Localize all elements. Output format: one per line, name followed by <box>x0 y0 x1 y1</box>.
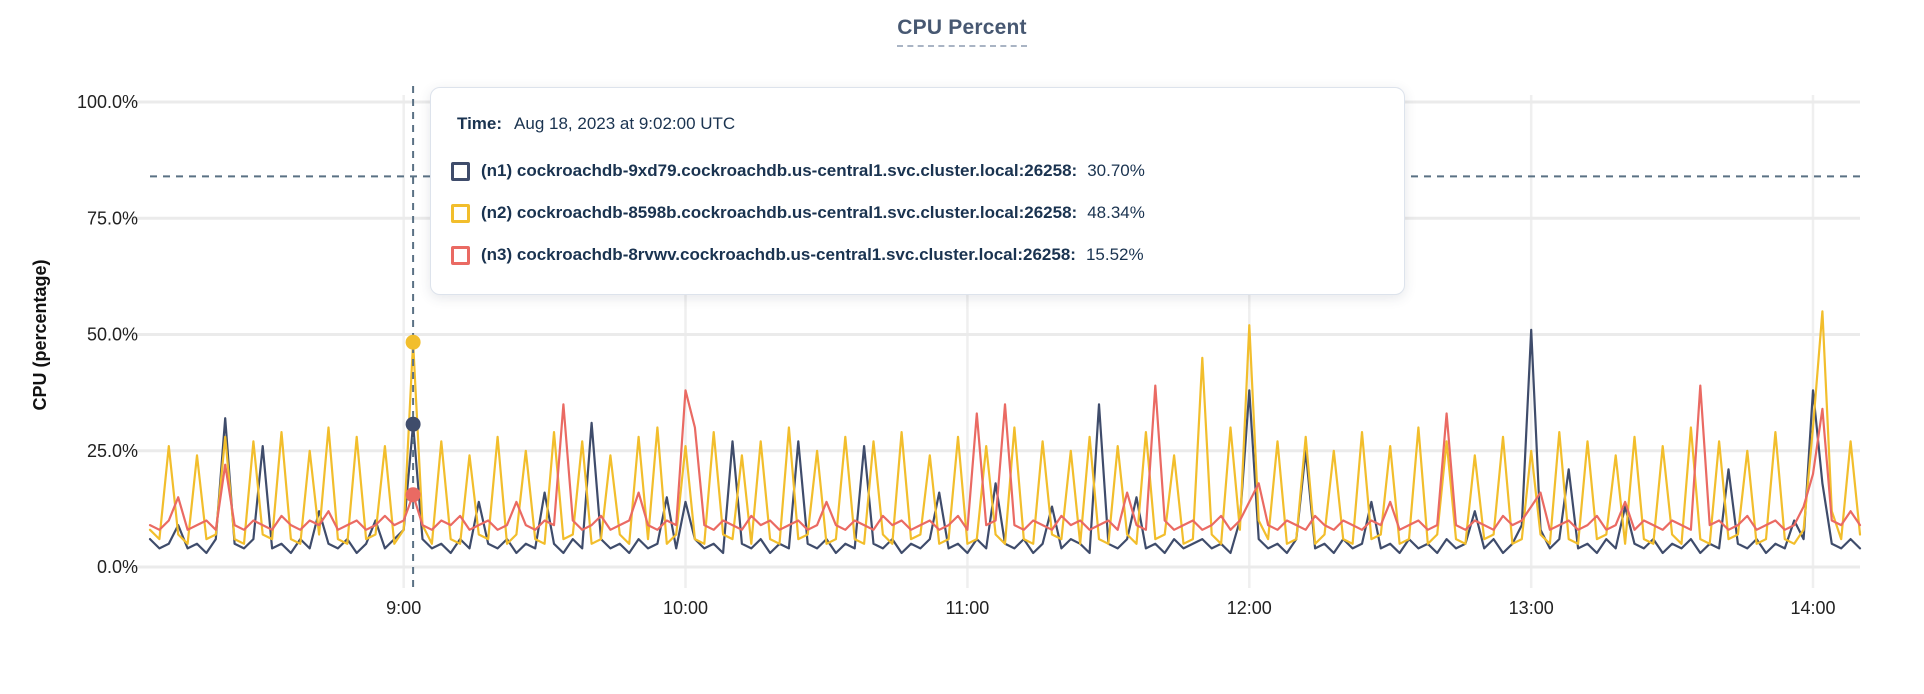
hover-point-n3 <box>405 487 421 503</box>
x-tick-label: 13:00 <box>1509 598 1554 618</box>
series-value-n3: 15.52% <box>1085 245 1144 264</box>
chart-title[interactable]: CPU Percent <box>897 16 1027 47</box>
tooltip-time-value: Aug 18, 2023 at 9:02:00 UTC <box>514 114 736 133</box>
series-label-n3: (n3) cockroachdb-8rvwv.cockroachdb.us-ce… <box>481 245 1076 264</box>
x-tick-label: 12:00 <box>1227 598 1272 618</box>
series-label-n2: (n2) cockroachdb-8598b.cockroachdb.us-ce… <box>481 203 1078 222</box>
series-label-n1: (n1) cockroachdb-9xd79.cockroachdb.us-ce… <box>481 161 1078 180</box>
y-tick-label: 25.0% <box>87 441 138 461</box>
series-line-n1[interactable] <box>148 328 1862 555</box>
x-tick-label: 10:00 <box>663 598 708 618</box>
series-line-n2[interactable] <box>148 310 1862 545</box>
tooltip-time-row: Time: Aug 18, 2023 at 9:02:00 UTC <box>457 114 1394 134</box>
series-color-swatch-n1 <box>451 161 470 181</box>
series-line-n3[interactable] <box>148 384 1862 531</box>
tooltip-series-row: (n1) cockroachdb-9xd79.cockroachdb.us-ce… <box>451 150 1394 192</box>
series-value-n2: 48.34% <box>1087 203 1145 222</box>
tooltip-series-row: (n3) cockroachdb-8rvwv.cockroachdb.us-ce… <box>451 234 1394 276</box>
tooltip-time-label: Time: <box>457 114 503 133</box>
series-color-swatch-n3 <box>451 245 470 265</box>
y-axis-title: CPU (percentage) <box>30 259 50 410</box>
y-tick-label: 75.0% <box>87 208 138 228</box>
chart-title-wrap: CPU Percent <box>0 16 1924 47</box>
x-tick-label: 9:00 <box>386 598 421 618</box>
x-tick-label: 14:00 <box>1790 598 1835 618</box>
y-tick-label: 50.0% <box>87 325 138 345</box>
hover-point-n2 <box>405 334 421 350</box>
x-tick-label: 11:00 <box>946 598 990 618</box>
chart-hover-tooltip: Time: Aug 18, 2023 at 9:02:00 UTC (n1) co… <box>430 87 1405 295</box>
hover-point-n1 <box>405 416 421 432</box>
series-color-swatch-n2 <box>451 203 470 223</box>
tooltip-series-row: (n2) cockroachdb-8598b.cockroachdb.us-ce… <box>451 192 1394 234</box>
y-tick-label: 100.0% <box>77 92 138 112</box>
series-value-n1: 30.70% <box>1087 161 1145 180</box>
y-tick-label: 0.0% <box>97 557 138 577</box>
